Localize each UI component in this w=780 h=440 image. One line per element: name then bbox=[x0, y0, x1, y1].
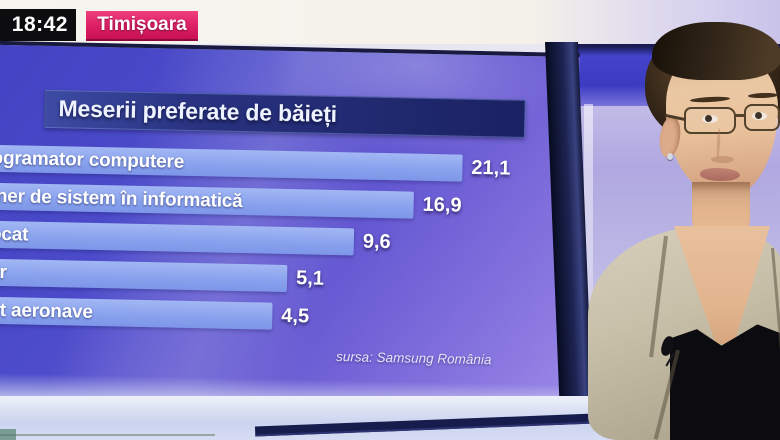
bar-value: 9,6 bbox=[362, 230, 391, 254]
bar-value: 5,1 bbox=[295, 267, 325, 290]
timestamp-badge: 18:42 bbox=[0, 9, 76, 41]
bar-value: 21,1 bbox=[471, 156, 511, 180]
corner-detail bbox=[0, 429, 16, 440]
location-text: Timișoara bbox=[97, 14, 187, 35]
bar-label: iner de sistem în informatică bbox=[0, 185, 243, 213]
floor-line bbox=[0, 434, 215, 436]
bar-label: ogramator computere bbox=[0, 147, 185, 173]
bar-value: 4,5 bbox=[281, 304, 310, 328]
bar-label: er bbox=[0, 261, 7, 284]
timestamp-text: 18:42 bbox=[11, 13, 68, 36]
bar-value: 16,9 bbox=[422, 193, 462, 217]
presentation-screen: Meserii preferate de băieți ogramator co… bbox=[0, 40, 580, 415]
chart-title: Meserii preferate de băieți bbox=[58, 95, 338, 127]
background-monitor-band bbox=[556, 42, 780, 106]
bar-label: ocat bbox=[0, 223, 29, 246]
bar-label: ot aeronave bbox=[0, 299, 93, 323]
location-badge: Timișoara bbox=[86, 11, 198, 41]
